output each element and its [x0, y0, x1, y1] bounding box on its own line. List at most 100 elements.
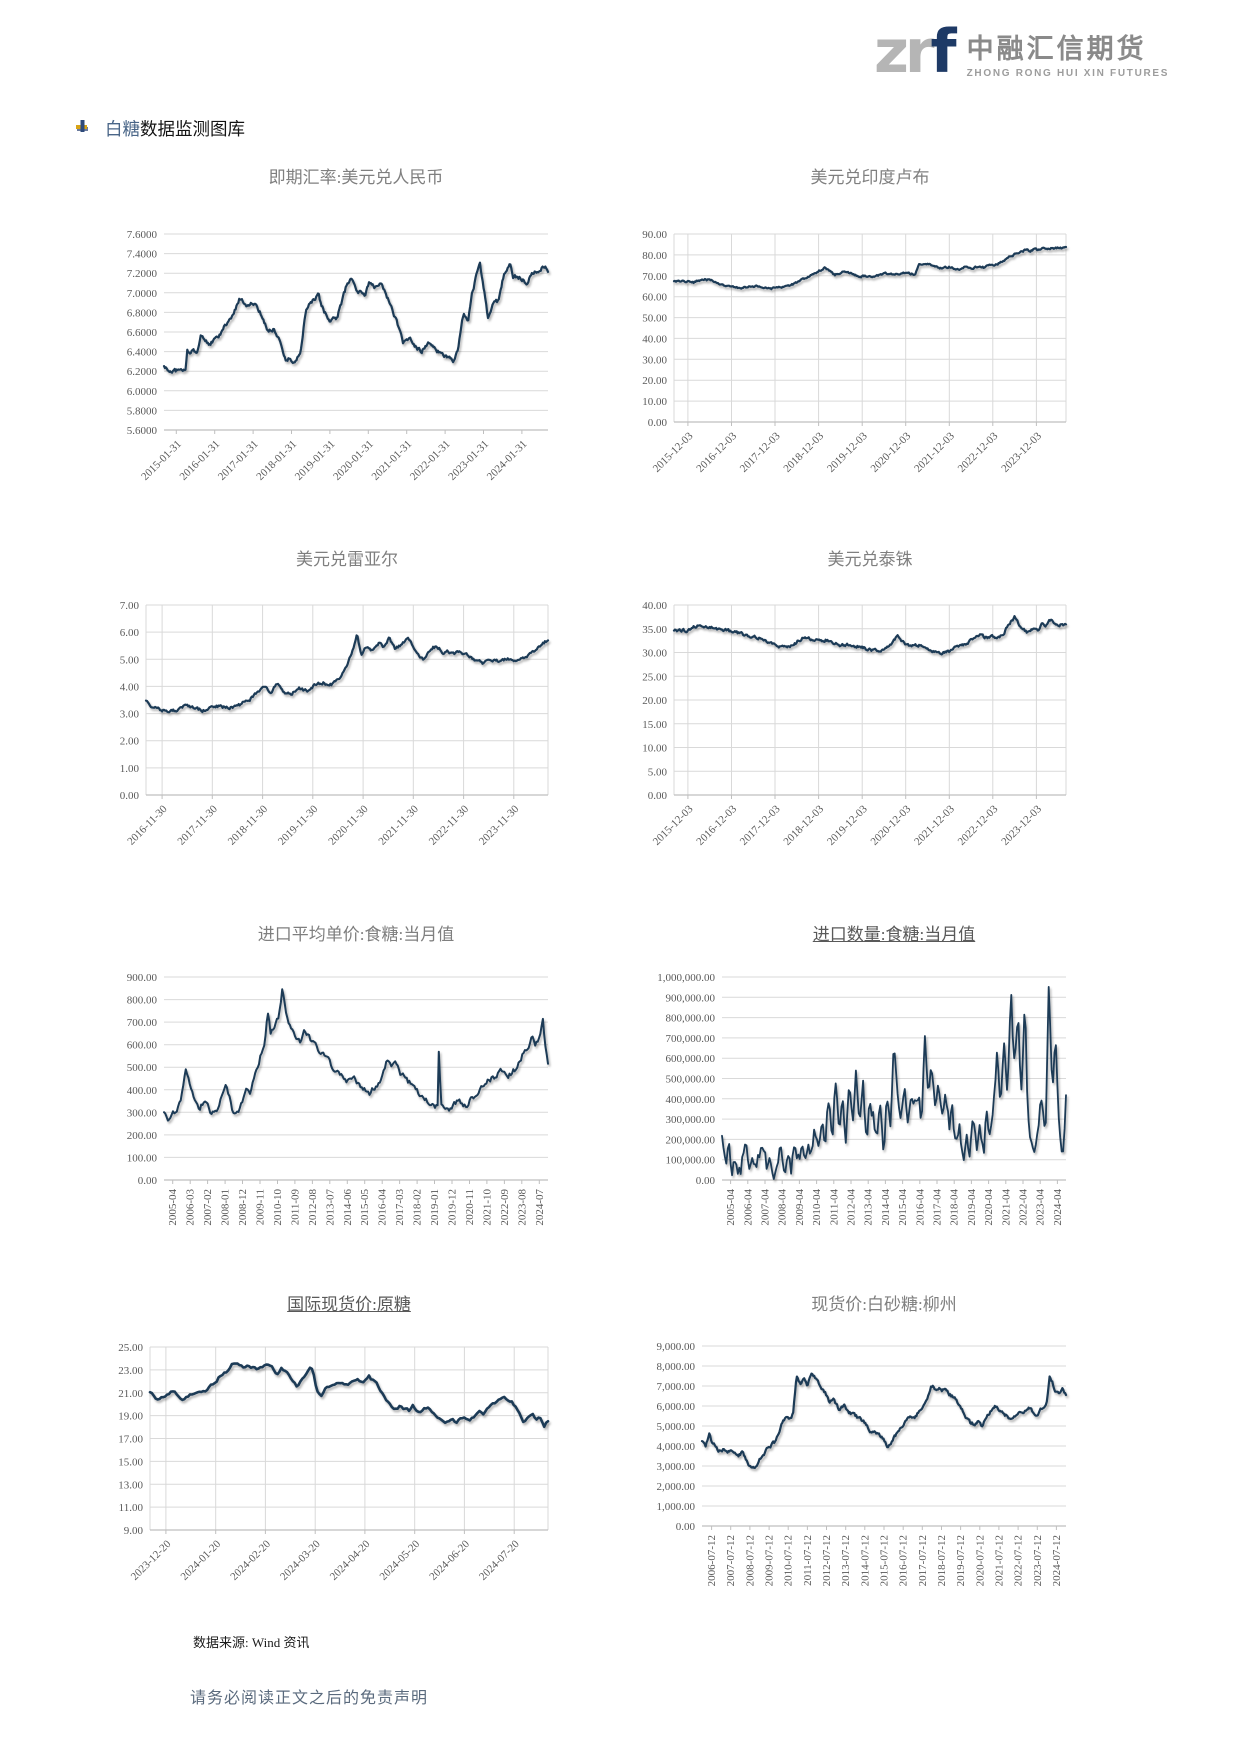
svg-text:2011-09: 2011-09 [289, 1189, 301, 1226]
svg-text:2015-12-03: 2015-12-03 [651, 430, 696, 475]
svg-text:70.00: 70.00 [642, 271, 667, 283]
svg-text:2021-12-03: 2021-12-03 [912, 803, 957, 848]
page-title-highlight: 白糖 [105, 119, 140, 139]
svg-text:6.0000: 6.0000 [127, 386, 158, 398]
svg-text:15.00: 15.00 [642, 719, 667, 731]
svg-text:300.00: 300.00 [127, 1107, 158, 1119]
svg-text:2015-01-31: 2015-01-31 [139, 438, 184, 483]
svg-text:2019-12-03: 2019-12-03 [825, 803, 870, 848]
svg-text:2008-07-12: 2008-07-12 [744, 1535, 756, 1586]
svg-text:10.00: 10.00 [642, 396, 667, 408]
chart-plot-svg: 900.00 800.00 700.00 600.00 500.00 400.00 300.… [127, 972, 549, 1226]
svg-text:2017-07-12: 2017-07-12 [917, 1535, 929, 1586]
svg-text:2009-04: 2009-04 [794, 1189, 806, 1226]
svg-text:200.00: 200.00 [127, 1130, 158, 1142]
company-name-cn: 中融汇信期货 [966, 34, 1147, 64]
svg-text:2005-04: 2005-04 [167, 1189, 179, 1226]
svg-text:9,000.00: 9,000.00 [657, 1341, 696, 1353]
svg-text:7.2000: 7.2000 [127, 268, 158, 280]
svg-text:6.4000: 6.4000 [127, 347, 158, 359]
svg-text:2021-10: 2021-10 [481, 1189, 493, 1226]
svg-text:600.00: 600.00 [127, 1040, 158, 1052]
chart-liuzhou-white-sugar-spot: 现货价:白砂糖:柳州 9,000.00 8,000.00 7,000.00 6,000… [618, 1290, 1076, 1641]
svg-text:2017-12-03: 2017-12-03 [738, 430, 783, 475]
chart-intl-raw-sugar-spot: 国际现货价:原糖 25.00 23.00 21.00 19.00 17.00 15.00 1… [100, 1290, 558, 1641]
svg-text:2020-12-03: 2020-12-03 [869, 803, 914, 848]
chart-usd-inr: 美元兑印度卢布 90.00 80.00 70.00 60.00 50.00 40.00 30… [618, 163, 1076, 523]
svg-text:2016-04: 2016-04 [914, 1189, 926, 1226]
svg-text:2023-12-03: 2023-12-03 [999, 803, 1044, 848]
chart-plot-svg: 1,000,000.00 900,000.00 800,000.00 700,000.… [657, 972, 1067, 1226]
svg-text:2012-08: 2012-08 [307, 1189, 319, 1226]
svg-text:2020-11-30: 2020-11-30 [326, 803, 371, 848]
chart-title: 进口数量:食糖:当月值 [812, 925, 976, 944]
svg-text:2022-11-30: 2022-11-30 [427, 803, 472, 848]
svg-text:1,000.00: 1,000.00 [657, 1501, 696, 1513]
svg-text:2021-11-30: 2021-11-30 [376, 803, 421, 848]
svg-text:2016-11-30: 2016-11-30 [125, 803, 170, 848]
chart-usd-cny-spot-rate: 即期汇率:美元兑人民币 7.6000 7.4000 7.2000 7.0000 6.80… [100, 163, 558, 531]
svg-text:25.00: 25.00 [118, 1342, 143, 1354]
svg-text:11.00: 11.00 [119, 1502, 144, 1514]
svg-text:2009-11: 2009-11 [255, 1189, 267, 1225]
svg-text:40.00: 40.00 [642, 333, 667, 345]
chart-canvas: 40.00 35.00 30.00 25.00 20.00 15.00 10.00 5.00 0… [618, 597, 1076, 890]
svg-text:800,000.00: 800,000.00 [666, 1013, 716, 1025]
svg-text:0.00: 0.00 [648, 790, 668, 802]
svg-text:2006-04: 2006-04 [742, 1189, 754, 1226]
svg-text:2018-04: 2018-04 [949, 1189, 961, 1226]
svg-text:0.00: 0.00 [696, 1175, 716, 1187]
svg-text:5.00: 5.00 [648, 766, 668, 778]
logo-letter-f: f [930, 17, 957, 87]
svg-text:200,000.00: 200,000.00 [666, 1134, 716, 1146]
svg-text:2020-01-31: 2020-01-31 [331, 438, 376, 483]
svg-text:2023-04: 2023-04 [1035, 1189, 1047, 1226]
svg-text:5.8000: 5.8000 [127, 405, 158, 417]
svg-text:2024-07: 2024-07 [534, 1189, 546, 1226]
chart-canvas: 900.00 800.00 700.00 600.00 500.00 400.00 300.… [100, 969, 558, 1299]
svg-text:13.00: 13.00 [118, 1479, 143, 1491]
chart-usd-brl: 美元兑雷亚尔 7.00 6.00 5.00 4.00 3.00 2.00 1.00 0.00 2… [100, 545, 558, 890]
page-title: 白糖数据监测图库 [105, 116, 245, 141]
chart-canvas: 7.00 6.00 5.00 4.00 3.00 2.00 1.00 0.00 2016-11-… [100, 597, 558, 890]
svg-text:2007-02: 2007-02 [202, 1189, 214, 1226]
svg-text:5.6000: 5.6000 [127, 425, 158, 437]
svg-text:30.00: 30.00 [642, 648, 667, 660]
chart-title: 现货价:白砂糖:柳州 [811, 1295, 957, 1314]
company-logo: zrf 中融汇信期货 ZHONG RONG HUI XIN FUTURES [874, 22, 1170, 82]
page-title-rest: 数据监测图库 [140, 119, 245, 139]
svg-text:0.00: 0.00 [120, 790, 140, 802]
svg-text:900,000.00: 900,000.00 [666, 992, 716, 1004]
svg-text:0.00: 0.00 [138, 1175, 158, 1187]
svg-text:0.00: 0.00 [676, 1521, 696, 1533]
logo-text-block: 中融汇信期货 ZHONG RONG HUI XIN FUTURES [966, 24, 1170, 80]
svg-text:5,000.00: 5,000.00 [657, 1421, 696, 1433]
svg-text:2022-04: 2022-04 [1018, 1189, 1030, 1226]
svg-text:2008-01: 2008-01 [220, 1189, 232, 1226]
chart-canvas: 9,000.00 8,000.00 7,000.00 6,000.00 5,000.00… [618, 1338, 1076, 1641]
svg-text:700,000.00: 700,000.00 [666, 1033, 716, 1045]
svg-text:100.00: 100.00 [127, 1152, 158, 1164]
svg-text:2017-03: 2017-03 [394, 1189, 406, 1226]
svg-text:2024-01-31: 2024-01-31 [485, 438, 530, 483]
svg-text:2018-11-30: 2018-11-30 [226, 803, 271, 848]
section-heading: 白糖数据监测图库 [74, 116, 245, 141]
svg-text:2024-06-20: 2024-06-20 [427, 1538, 472, 1583]
svg-text:2009-07-12: 2009-07-12 [764, 1535, 776, 1586]
svg-text:6.6000: 6.6000 [127, 327, 158, 339]
svg-text:2016-12-03: 2016-12-03 [694, 430, 739, 475]
svg-text:2018-12-03: 2018-12-03 [781, 803, 826, 848]
svg-text:25.00: 25.00 [642, 671, 667, 683]
svg-text:40.00: 40.00 [642, 600, 667, 612]
svg-text:2023-07-12: 2023-07-12 [1032, 1535, 1044, 1586]
svg-text:7,000.00: 7,000.00 [657, 1381, 696, 1393]
svg-text:2.00: 2.00 [120, 736, 140, 748]
svg-text:2024-01-20: 2024-01-20 [179, 1538, 224, 1583]
svg-text:2023-12-03: 2023-12-03 [999, 430, 1044, 475]
svg-text:2018-07-12: 2018-07-12 [936, 1535, 948, 1586]
chart-plot-svg: 90.00 80.00 70.00 60.00 50.00 40.00 30.00 20.00… [642, 229, 1068, 475]
chart-plot-svg: 7.00 6.00 5.00 4.00 3.00 2.00 1.00 0.002016-11-… [120, 600, 550, 848]
svg-text:20.00: 20.00 [642, 375, 667, 387]
svg-text:2024-07-12: 2024-07-12 [1051, 1535, 1063, 1586]
svg-text:5.00: 5.00 [120, 654, 140, 666]
